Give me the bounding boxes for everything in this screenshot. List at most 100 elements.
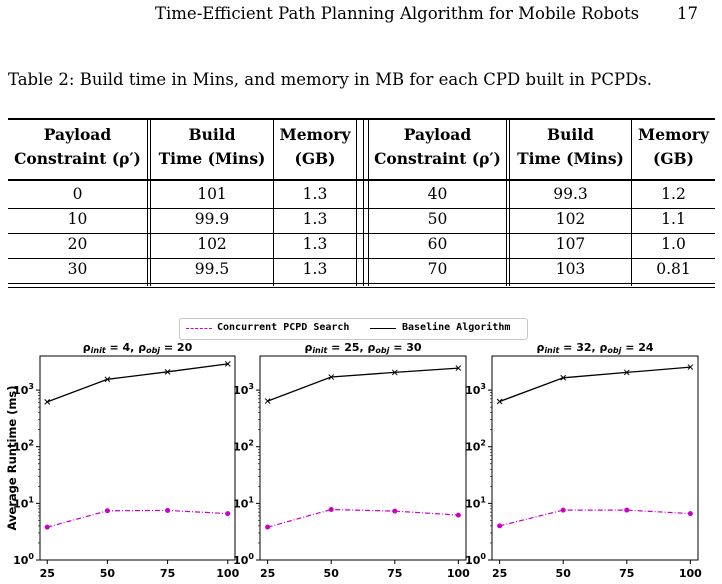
column-divider	[506, 118, 507, 286]
chart-title: ρinit = 25, ρobj = 30	[304, 341, 421, 355]
y-tick-label: 101	[465, 495, 486, 510]
header-line: Payload	[43, 125, 112, 144]
header-line: (GB)	[294, 149, 336, 168]
chart-panel-2: ρinit = 25, ρobj = 30 100 101 102 103 25 50 75 1…	[233, 341, 470, 580]
header-line: Payload	[403, 125, 472, 144]
chart-panel-1: ρinit = 4, ρobj = 20 100 101 102 103 25 50 75 10…	[13, 341, 239, 580]
x-tick-label: 50	[324, 567, 340, 580]
x-tick-label: 100	[216, 567, 239, 580]
table-cell: 60	[427, 235, 448, 253]
chart-panel-3: ρinit = 32, ρobj = 24 100 101 102 103 25 50 75 1…	[465, 341, 702, 580]
series-line-baseline	[46, 363, 228, 403]
data-point-baseline	[391, 369, 398, 376]
header-line: Constraint (ρ′)	[14, 149, 141, 168]
plot-frame	[491, 355, 699, 561]
legend-swatch-baseline	[370, 328, 396, 329]
y-tick-label: 102	[13, 439, 34, 454]
data-point-baseline	[687, 364, 694, 370]
table-row-rule	[8, 233, 715, 234]
data-point-baseline	[455, 365, 462, 371]
header-line: (GB)	[652, 149, 694, 168]
x-tick-label: 100	[679, 567, 702, 580]
chart-legend: Concurrent PCPD Search Baseline Algorith…	[179, 318, 528, 340]
column-divider	[273, 118, 274, 286]
table-cell: 10	[67, 210, 88, 228]
data-point-concurrent	[328, 506, 334, 512]
table-cell: 1.2	[661, 185, 686, 203]
y-tick-label: 102	[465, 439, 486, 454]
column-divider	[363, 118, 364, 286]
header-build-time: Build Time (Mins)	[151, 123, 273, 171]
table-bottom-rule	[8, 283, 715, 284]
column-divider	[368, 118, 369, 286]
data-point-concurrent	[44, 524, 50, 530]
y-tick-label: 100	[13, 552, 34, 567]
series-line-concurrent	[47, 509, 228, 528]
table-cell: 103	[555, 260, 586, 278]
column-divider	[150, 118, 151, 286]
x-tick-label: 50	[556, 567, 572, 580]
data-point-baseline	[104, 376, 111, 383]
y-tick-label: 103	[13, 382, 34, 397]
table-cell: 0.81	[656, 260, 691, 278]
table-cell: 1.3	[302, 185, 328, 203]
legend-swatch-concurrent	[186, 328, 212, 329]
table-cell: 30	[67, 260, 88, 278]
header-line: Time (Mins)	[517, 149, 624, 168]
data-point-concurrent	[497, 523, 503, 529]
y-tick-label: 100	[465, 552, 486, 567]
table-cell: 1.3	[302, 210, 328, 228]
x-tick-label: 25	[492, 567, 507, 580]
table-cell: 102	[555, 210, 586, 228]
header-line: Constraint (ρ′)	[374, 149, 501, 168]
table-cell: 99.3	[553, 185, 588, 203]
header-memory: Memory (GB)	[632, 123, 715, 171]
header-payload-constraint: Payload Constraint (ρ′)	[369, 123, 506, 171]
table-row-rule	[8, 258, 715, 259]
table-cell: 99.5	[194, 260, 230, 278]
data-point-baseline	[496, 398, 503, 405]
header-line: Time (Mins)	[158, 149, 266, 168]
table-cell: 99.9	[194, 210, 230, 228]
data-point-concurrent	[165, 507, 171, 513]
x-tick-label: 25	[260, 567, 275, 580]
x-tick-label: 100	[447, 567, 470, 580]
table-cell: 20	[67, 235, 88, 253]
header-build-time: Build Time (Mins)	[510, 123, 631, 171]
chart-title: ρinit = 4, ρobj = 20	[83, 341, 193, 355]
table-cell: 102	[197, 235, 227, 253]
data-point-concurrent	[392, 508, 398, 514]
column-divider	[509, 118, 510, 286]
data-point-concurrent	[687, 511, 693, 517]
header-line: Build	[188, 125, 236, 144]
table-bottom-rule	[8, 287, 715, 288]
table-cell: 107	[555, 235, 586, 253]
y-tick-label: 103	[465, 382, 486, 397]
table-cell: 1.3	[302, 260, 328, 278]
data-point-baseline	[623, 369, 630, 376]
table-cell: 1.3	[302, 235, 328, 253]
data-point-baseline	[328, 374, 335, 380]
column-divider	[147, 118, 148, 286]
header-line: Memory	[279, 125, 351, 144]
legend-label-baseline: Baseline Algorithm	[402, 322, 511, 333]
table-cell: 1.0	[661, 235, 686, 253]
data-point-concurrent	[265, 524, 271, 530]
table-row-rule	[8, 208, 715, 209]
table-cell: 1.1	[661, 210, 686, 228]
x-tick-label: 25	[40, 567, 55, 580]
build-time-table: Payload Constraint (ρ′) Build Time (Mins…	[8, 118, 715, 290]
running-head-title: Time-Efficient Path Planning Algorithm f…	[155, 4, 640, 23]
table-cell: 101	[197, 185, 227, 203]
series-line-concurrent	[499, 509, 691, 527]
table-caption: Table 2: Build time in Mins, and memory …	[8, 70, 653, 89]
series-line-baseline	[267, 367, 459, 402]
data-point-baseline	[264, 398, 271, 404]
header-payload-constraint: Payload Constraint (ρ′)	[8, 123, 147, 171]
x-tick-label: 75	[387, 567, 402, 580]
table-cell: 70	[427, 260, 448, 278]
y-tick-label: 101	[13, 495, 34, 510]
data-point-baseline	[224, 361, 231, 367]
table-cell: 50	[427, 210, 448, 228]
series-line-baseline	[499, 366, 691, 403]
